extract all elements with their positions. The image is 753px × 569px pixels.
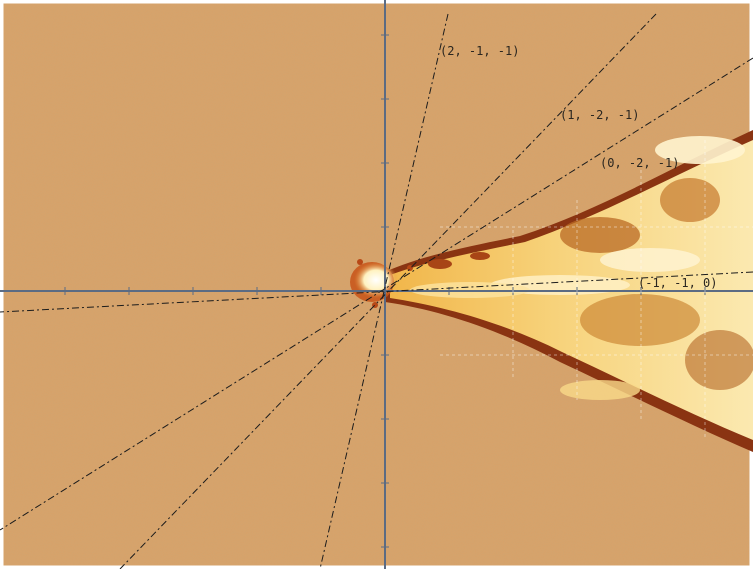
tip-glow xyxy=(354,262,398,298)
direction-label-1-m2-m1: (1, -2, -1) xyxy=(560,108,640,122)
crystal-bright-patch xyxy=(600,248,700,272)
crystal-dark-patch xyxy=(560,217,640,253)
crystal-bright-patch xyxy=(560,380,640,400)
direction-label-2-m1-m1: (2, -1, -1) xyxy=(440,44,520,58)
crystal-dark-patch xyxy=(660,178,720,222)
direction-line-1 xyxy=(319,13,449,569)
crystal-bright-patch xyxy=(655,136,745,164)
crystal-edge-speck xyxy=(470,252,490,260)
crystal-dark-patch xyxy=(685,330,753,390)
crystal-dark-patch xyxy=(580,294,700,346)
direction-label-0-m2-m1: (0, -2, -1) xyxy=(600,156,680,170)
crystal-edge-speck xyxy=(428,259,452,269)
direction-line-4 xyxy=(0,271,753,313)
crosshair-ticks xyxy=(64,34,706,548)
direction-line-3 xyxy=(0,57,753,531)
direction-label-m1-m1-0: (-1, -1, 0) xyxy=(638,276,718,290)
faint-grid xyxy=(440,140,753,440)
direction-lines xyxy=(0,13,753,569)
tip-speck xyxy=(357,259,363,265)
